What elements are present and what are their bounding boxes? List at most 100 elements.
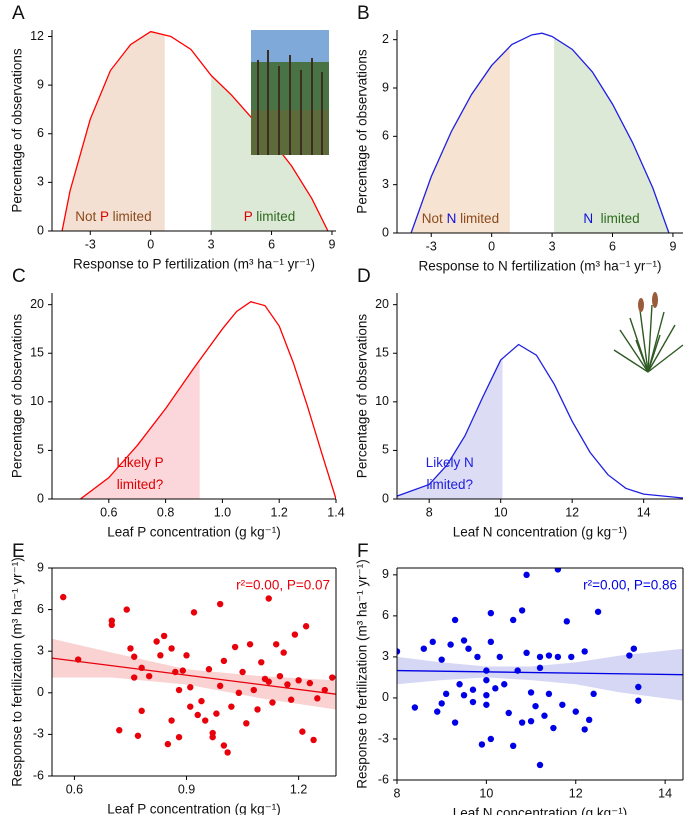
y-tick-label: 6 xyxy=(382,608,389,622)
shaded-region xyxy=(411,46,510,233)
data-point xyxy=(258,659,265,666)
y-tick-label: 6 xyxy=(37,602,44,616)
data-point xyxy=(550,724,557,732)
data-point xyxy=(514,667,521,674)
data-point xyxy=(310,736,317,744)
region-label-part: P xyxy=(100,209,109,224)
y-tick-label: 3 xyxy=(37,175,44,189)
x-tick-label: 0.6 xyxy=(66,782,83,796)
x-tick-label: 1.4 xyxy=(327,505,344,519)
y-tick-label: 9 xyxy=(382,80,389,94)
photo-pine-stand xyxy=(251,30,329,155)
y-tick-label: 9 xyxy=(37,560,44,574)
confidence-band xyxy=(52,638,336,710)
data-point xyxy=(160,632,168,640)
data-point xyxy=(434,708,441,715)
data-point xyxy=(563,618,571,625)
data-point xyxy=(536,761,544,769)
region-label: Not P limited xyxy=(75,209,151,224)
y-tick-label: 0 xyxy=(382,225,389,239)
panel: Not N limited N limited-3 0 3 6 903692Respons… xyxy=(355,3,683,274)
data-point xyxy=(420,645,428,652)
x-axis-label: Response to N fertilization (m³ ha⁻¹ yr⁻… xyxy=(418,259,661,274)
data-point xyxy=(250,686,257,694)
data-point xyxy=(630,645,638,652)
x-tick-label: 3 xyxy=(549,239,556,253)
data-point xyxy=(164,740,172,748)
data-point xyxy=(157,652,164,659)
data-point xyxy=(581,726,588,733)
data-point xyxy=(116,727,123,734)
data-point xyxy=(585,716,593,724)
data-point xyxy=(216,600,224,608)
data-point xyxy=(198,697,205,705)
data-point xyxy=(224,749,231,756)
fit-line xyxy=(397,669,683,676)
x-tick-label: -3 xyxy=(85,237,96,251)
data-point xyxy=(536,664,544,672)
plot-area xyxy=(80,301,336,499)
density-curve xyxy=(397,343,683,499)
region-label-part: limited? xyxy=(117,477,164,492)
y-axis-label: Percentage of observations xyxy=(10,48,25,213)
x-tick-label: 0 xyxy=(147,237,154,251)
stats-annotation: r²=0.00, P=0.07 xyxy=(236,578,330,593)
data-point xyxy=(536,653,544,661)
data-point xyxy=(60,593,67,601)
shaded-region xyxy=(62,31,165,231)
data-point xyxy=(594,608,602,615)
photo-trunks xyxy=(257,50,323,155)
region-label: limited? xyxy=(117,477,164,492)
data-point xyxy=(287,696,295,703)
x-tick-label: 0.9 xyxy=(178,782,195,796)
y-axis-label: Percentage of observations xyxy=(355,49,370,214)
shaded-region xyxy=(397,358,503,499)
x-tick-label: -3 xyxy=(426,239,437,253)
y-tick-label: 0 xyxy=(37,223,44,237)
data-point xyxy=(469,686,477,693)
data-point xyxy=(505,709,512,717)
data-point xyxy=(321,686,328,694)
data-point xyxy=(194,711,201,719)
data-point xyxy=(429,638,436,646)
y-tick-label: 10 xyxy=(375,394,389,408)
data-point xyxy=(572,708,579,715)
panel: Not P limited P limited-3 0 3 6 9036912Respon… xyxy=(10,3,336,272)
density-curve xyxy=(410,32,670,233)
y-tick-label: 0 xyxy=(382,491,389,505)
y-tick-label: 9 xyxy=(37,77,44,91)
data-point xyxy=(478,741,486,748)
data-point xyxy=(483,676,490,684)
data-point xyxy=(187,703,194,710)
y-tick-label: 2 xyxy=(382,32,389,46)
data-point xyxy=(532,702,539,710)
data-point xyxy=(469,698,477,706)
x-tick-label: 6 xyxy=(268,237,275,251)
data-point xyxy=(190,609,198,616)
panel: Likely N limited? 8 10 12 14 0 5 10 15 20 Leaf N co… xyxy=(355,266,683,540)
data-point xyxy=(527,717,535,725)
region-label-part: limited xyxy=(593,211,640,226)
data-point xyxy=(451,719,459,726)
panel-letter: E xyxy=(12,541,25,562)
data-point xyxy=(235,689,243,696)
plot-area xyxy=(52,593,336,756)
data-point xyxy=(175,686,183,694)
data-point xyxy=(590,690,597,698)
x-tick-label: 1.0 xyxy=(214,505,231,519)
data-point xyxy=(451,616,459,624)
data-point xyxy=(187,684,194,691)
y-axis-label: Percentage of observations xyxy=(10,314,25,479)
data-point xyxy=(447,641,454,648)
y-tick-label: 10 xyxy=(30,394,44,408)
x-tick-label: 0.8 xyxy=(157,505,174,519)
region-label-part: Not xyxy=(75,209,100,224)
data-point xyxy=(487,638,495,646)
y-tick-label: 20 xyxy=(375,297,389,311)
data-point xyxy=(246,641,254,648)
plot-area xyxy=(397,568,683,769)
photo-pine-shoot xyxy=(613,292,684,373)
data-point xyxy=(581,648,588,655)
data-point xyxy=(302,623,310,630)
data-point xyxy=(487,609,495,617)
